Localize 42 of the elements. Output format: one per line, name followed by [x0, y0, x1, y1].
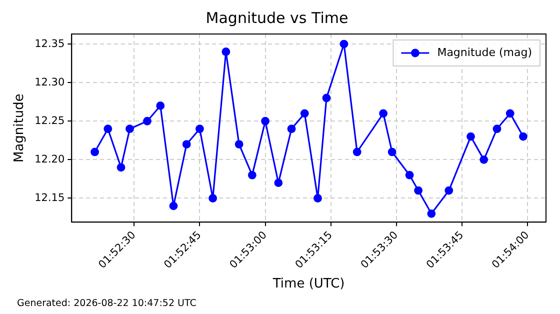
y-tick-label: 12.30 — [34, 76, 65, 88]
point — [169, 202, 178, 210]
point — [261, 116, 270, 126]
y-axis-title: Magnitude — [12, 94, 28, 163]
point — [506, 109, 514, 118]
point — [300, 109, 309, 118]
point — [90, 148, 99, 156]
point — [352, 148, 362, 156]
point — [480, 155, 488, 164]
point — [379, 109, 388, 118]
point — [405, 170, 414, 180]
point — [466, 132, 475, 141]
point — [322, 94, 331, 102]
point — [143, 116, 152, 126]
y-tick-label: 12.25 — [34, 114, 65, 127]
point — [104, 124, 112, 134]
point — [126, 124, 134, 134]
point — [248, 170, 256, 180]
point — [208, 194, 218, 202]
point — [444, 186, 454, 195]
x-axis-title: Time (UTC) — [272, 276, 345, 292]
point — [314, 194, 322, 202]
text: Generated: 2026-08-22 10:47:52 UTC — [17, 298, 196, 309]
point — [519, 132, 528, 141]
y-tick-label: 12.35 — [34, 38, 65, 50]
point — [116, 163, 126, 172]
y-tick-label: 12.20 — [34, 153, 65, 166]
point — [234, 140, 244, 148]
point — [274, 178, 283, 188]
point — [196, 124, 204, 134]
point — [222, 48, 230, 56]
point — [287, 124, 296, 134]
point — [414, 186, 423, 195]
point — [492, 124, 502, 134]
y-tick-label: 12.15 — [34, 192, 65, 204]
chart-title: Magnitude vs Time — [206, 8, 348, 27]
point — [388, 148, 396, 156]
point — [340, 40, 348, 48]
point — [427, 209, 436, 218]
point — [182, 140, 191, 148]
legend-label: Magnitude (mag) — [437, 46, 532, 59]
point — [156, 102, 165, 110]
